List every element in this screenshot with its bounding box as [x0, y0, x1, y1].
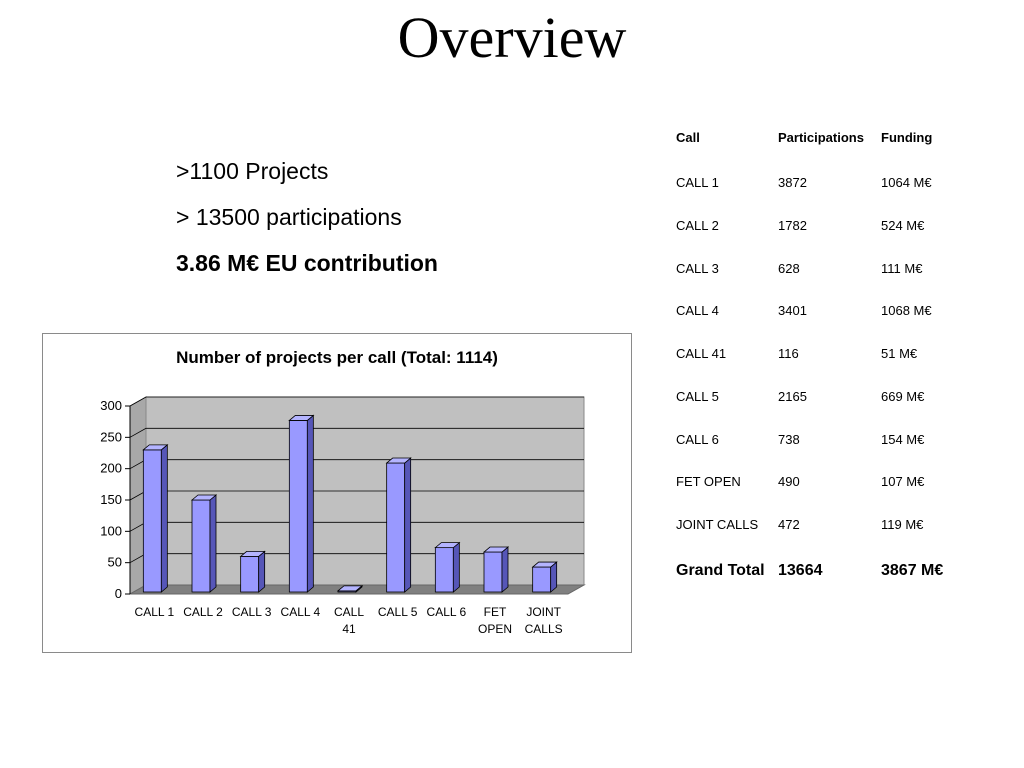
- projects-bar-chart: Number of projects per call (Total: 1114…: [42, 333, 632, 653]
- x-tick-label: CALL 3: [232, 605, 272, 619]
- header-funding: Funding: [881, 130, 933, 145]
- bar-side: [160, 444, 168, 593]
- bar: [142, 449, 162, 593]
- bar-top: [190, 494, 218, 501]
- bullet-participations: > 13500 participations: [176, 204, 402, 230]
- cell-participations: 490: [778, 474, 800, 489]
- chart-canvas: Number of projects per call (Total: 1114…: [100, 348, 586, 636]
- gridline: [129, 396, 584, 407]
- cell-participations: 116: [778, 346, 799, 361]
- slide-title: Overview: [397, 5, 627, 70]
- total-funding: 3867 M€: [881, 562, 944, 579]
- bar-side: [258, 550, 266, 593]
- bar-side: [452, 541, 460, 593]
- cell-funding: 1064 M€: [881, 175, 932, 190]
- x-tick-label: 41: [342, 622, 356, 636]
- cell-call: CALL 3: [676, 261, 719, 276]
- bar-top: [434, 542, 461, 549]
- x-tick-label: CALL 6: [427, 605, 467, 619]
- cell-participations: 738: [778, 432, 800, 447]
- cell-funding: 111 M€: [881, 261, 923, 276]
- bar: [434, 547, 454, 593]
- bar: [532, 566, 552, 593]
- bar: [386, 462, 406, 593]
- y-tick-label: 50: [108, 555, 122, 570]
- bar-top: [385, 457, 412, 464]
- cell-participations: 3872: [778, 175, 807, 190]
- x-tick-label: CALL 4: [281, 605, 321, 619]
- cell-participations: 3401: [778, 303, 807, 318]
- cell-participations: 472: [778, 517, 800, 532]
- cell-call: FET OPEN: [676, 474, 741, 489]
- cell-call: CALL 6: [676, 432, 719, 447]
- bar-top: [142, 444, 169, 451]
- cell-participations: 1782: [778, 218, 807, 233]
- header-call: Call: [676, 130, 700, 145]
- bullet-projects: >1100 Projects: [176, 158, 329, 184]
- bar-top: [482, 546, 510, 553]
- cell-call: CALL 2: [676, 218, 719, 233]
- gridline: [129, 427, 584, 438]
- header-participations: Participations: [778, 130, 864, 145]
- total-label: Grand Total: [676, 562, 765, 579]
- y-tick-label: 100: [100, 523, 122, 538]
- cell-funding: 524 M€: [881, 218, 925, 233]
- bar-top: [288, 415, 315, 421]
- bar-side: [404, 457, 412, 593]
- cell-funding: 669 M€: [881, 389, 925, 404]
- cell-funding: 51 M€: [881, 346, 918, 361]
- cell-funding: 107 M€: [881, 474, 925, 489]
- y-tick-label: 0: [115, 586, 122, 601]
- x-tick-label: OPEN: [478, 622, 512, 636]
- bar: [191, 499, 211, 593]
- x-tick-label: CALL 2: [183, 605, 223, 619]
- cell-funding: 1068 M€: [881, 303, 932, 318]
- y-tick-label: 300: [100, 398, 122, 413]
- bar-side: [501, 546, 509, 593]
- bullet-eu-contribution: 3.86 M€ EU contribution: [176, 250, 438, 276]
- bar-top: [531, 561, 558, 568]
- summary-bullets: >1100 Projects > 13500 participations 3.…: [176, 156, 438, 294]
- y-tick-label: 200: [100, 461, 122, 476]
- cell-call: CALL 4: [676, 303, 719, 318]
- bar-side: [209, 494, 217, 593]
- cell-call: JOINT CALLS: [676, 517, 759, 532]
- cell-call: CALL 41: [676, 346, 727, 361]
- y-tick-label: 150: [100, 492, 122, 507]
- bar-top: [336, 585, 364, 592]
- x-tick-label: JOINT: [526, 605, 561, 619]
- x-tick-label: CALL: [334, 605, 364, 619]
- cell-funding: 154 M€: [881, 432, 925, 447]
- y-tick-label: 250: [100, 429, 122, 444]
- cell-funding: 119 M€: [881, 517, 924, 532]
- chart-title: Number of projects per call (Total: 1114…: [176, 348, 498, 367]
- x-tick-label: CALLS: [525, 622, 563, 636]
- bar: [240, 555, 260, 593]
- cell-call: CALL 1: [676, 175, 719, 190]
- bar-top: [239, 550, 266, 557]
- bar-side: [306, 414, 314, 593]
- x-tick-label: FET: [484, 605, 507, 619]
- cell-participations: 628: [778, 261, 800, 276]
- cell-participations: 2165: [778, 389, 807, 404]
- total-participations: 13664: [778, 562, 823, 579]
- bar: [483, 551, 503, 593]
- x-tick-label: CALL 1: [135, 605, 175, 619]
- bar: [288, 420, 308, 593]
- cell-call: CALL 5: [676, 389, 719, 404]
- x-tick-label: CALL 5: [378, 605, 418, 619]
